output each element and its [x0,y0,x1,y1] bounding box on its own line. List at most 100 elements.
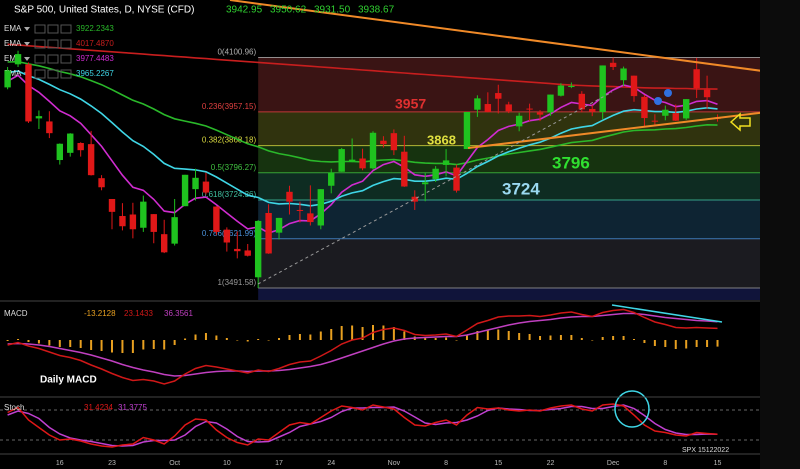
x-tick-label: Nov [388,460,401,467]
histogram-bar [695,340,698,347]
legend-value: 3922.2343 [76,24,114,33]
candle-body [296,209,304,211]
candle-body [150,214,157,232]
legend-value: 3965.2267 [76,69,114,78]
candle-body [192,177,199,190]
candle-body [568,85,575,88]
histogram-bar [79,340,82,348]
candle-body [672,113,679,121]
histogram-bar [90,340,93,350]
level-annotation: 3796 [552,153,590,172]
candle-body [25,64,32,122]
ema-line [7,74,718,234]
candle-body [641,96,648,119]
macd-line [7,308,718,385]
candle-body [683,99,690,119]
histogram-bar [319,331,322,340]
histogram-bar [225,338,228,340]
trend-line [229,0,800,77]
candle-body [286,191,293,202]
histogram-bar [298,334,301,340]
candle-body [171,217,178,244]
candle-body [328,172,335,186]
histogram-bar [643,340,646,343]
fib-label: 1(3491.58) [217,278,256,287]
legend-icon [34,54,46,64]
histogram-bar [204,333,207,340]
histogram-bar [685,340,688,349]
stoch-d-line [7,404,718,447]
histogram-bar [392,327,395,340]
level-annotation: 3724 [502,179,540,198]
histogram-bar [424,338,427,340]
histogram-bar [476,331,479,340]
signal-line [7,312,718,377]
candle-body [578,93,585,110]
ohlc-close: 3938.67 [358,5,395,16]
fib-band [258,199,760,239]
histogram-bar [215,335,218,340]
divergence-line [611,304,723,323]
histogram-bar [142,340,145,350]
histogram-bar [236,340,239,341]
candle-body [213,206,220,232]
candle-body [129,214,137,230]
histogram-bar [17,339,20,340]
marker [664,89,672,97]
histogram-bar [674,340,677,349]
candle-body [56,143,63,161]
candle-body [317,189,324,226]
histogram-bar [570,335,573,340]
candle-body [557,85,565,96]
legend-name: EMA [4,69,22,78]
candle-body [703,89,711,98]
fib-label: 0.236(3957.15) [202,102,257,111]
level-annotation: 3957 [395,96,426,112]
histogram-bar [267,340,270,341]
legend-caret [24,42,30,46]
legend-value: 23.1433 [124,309,153,318]
legend-icon [60,69,72,79]
legend-name: EMA [4,39,22,48]
candle-body [693,69,700,89]
histogram-bar [330,329,333,340]
marker [654,97,662,105]
candle-body [495,93,502,99]
legend-icon [34,24,46,34]
histogram-bar [340,326,343,340]
candle-body [234,248,241,252]
chart-title: S&P 500, United States, D, NYSE (CFD) [14,5,194,16]
highlight-circle [614,390,650,428]
candle-body [98,178,105,188]
x-tick-label: 15 [714,460,722,467]
candle-body [119,216,126,227]
histogram-bar [664,340,667,347]
histogram-bar [37,340,40,344]
candle-body [244,250,251,256]
legend-value: 31.4234 [84,403,113,412]
legend-icon [47,54,59,64]
legend-icon [34,69,46,79]
candle-body [599,65,606,112]
histogram-bar [580,338,583,340]
histogram-bar [194,334,197,340]
legend-value: 4017.4870 [76,39,114,48]
candle-body [265,212,272,254]
histogram-bar [507,331,510,340]
candle-body [609,62,617,67]
histogram-bar [706,340,709,347]
histogram-bar [131,340,134,353]
histogram-bar [716,340,719,347]
candle-body [662,109,669,116]
candle-body [307,213,314,223]
candle-body [463,111,471,150]
histogram-bar [163,340,166,350]
candle-body [484,104,492,112]
trend-line [467,107,800,149]
x-tick-label: 24 [327,460,335,467]
ohlc-high: 3950.62 [270,5,307,16]
histogram-bar [622,336,625,340]
histogram-bar [69,340,72,347]
fib-label: 0(4100.96) [217,48,256,57]
